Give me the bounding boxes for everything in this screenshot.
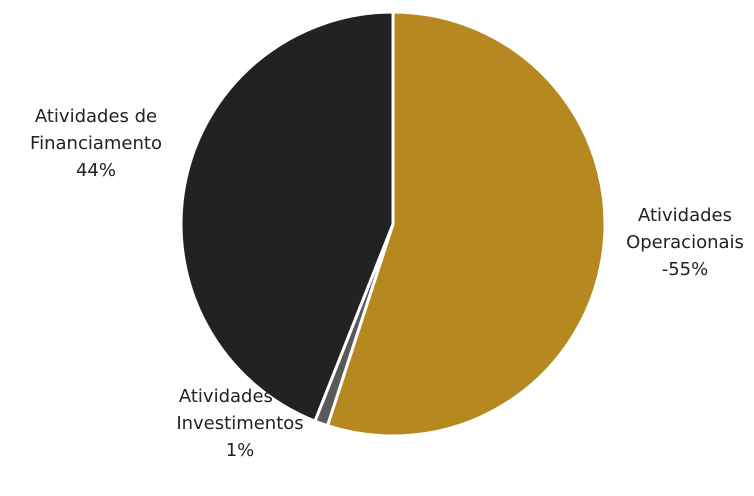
slice-label-2: Atividades de Financiamento 44%	[30, 106, 162, 181]
slice-percent-label: 1%	[226, 440, 255, 461]
slice-name-label: Operacionais	[626, 232, 744, 253]
slice-name-label: Investimentos	[176, 413, 303, 434]
slice-label-1: Atividades de Investimentos 1%	[176, 386, 303, 461]
pie-slice-0	[325, 10, 607, 438]
pie-slice-2	[179, 10, 395, 423]
slice-percent-label: -55%	[662, 259, 709, 280]
slice-name-label: Atividades	[638, 205, 732, 226]
slice-name-label: Atividades de	[35, 106, 157, 127]
slices-layer	[179, 10, 607, 438]
labels-layer: Atividades Operacionais -55% Atividades de I…	[30, 106, 744, 461]
slice-name-label: Atividades de	[179, 386, 301, 407]
slice-percent-label: 44%	[76, 160, 116, 181]
slice-label-0: Atividades Operacionais -55%	[626, 205, 744, 280]
slice-name-label: Financiamento	[30, 133, 162, 154]
